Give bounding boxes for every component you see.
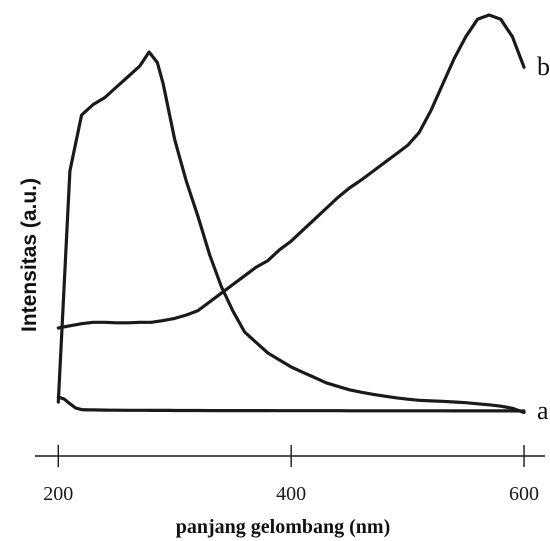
x-axis-label: panjang gelombang (nm) bbox=[176, 516, 390, 538]
x-tick-label: 600 bbox=[509, 483, 539, 505]
series-line-3 bbox=[56, 13, 526, 330]
series-labels: ab bbox=[537, 52, 550, 425]
plot-area bbox=[56, 13, 526, 415]
series-line-2 bbox=[56, 50, 526, 415]
series-label-b: b bbox=[537, 52, 550, 81]
x-ticks: 200 400 600 bbox=[43, 445, 539, 505]
x-tick-label: 400 bbox=[276, 483, 306, 505]
y-axis-label: Intensitas (a.u.) bbox=[18, 178, 41, 332]
x-tick-label: 200 bbox=[43, 483, 73, 505]
series-line-1 bbox=[56, 395, 526, 413]
series-label-a: a bbox=[537, 396, 549, 425]
